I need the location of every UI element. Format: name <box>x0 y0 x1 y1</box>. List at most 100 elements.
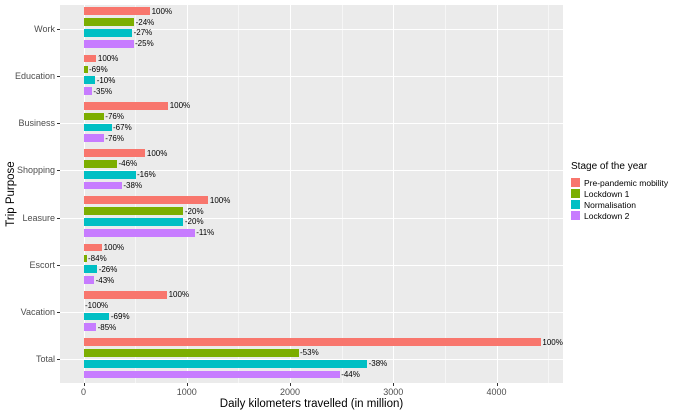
bar-value-label: 100% <box>209 195 231 205</box>
bar-lockdown-1 <box>83 160 117 168</box>
bar-value-label: 100% <box>169 101 191 111</box>
bar-value-label: -27% <box>133 28 153 38</box>
bar-normalisation <box>83 218 184 226</box>
bar-lockdown-1 <box>83 348 299 357</box>
row-gridline <box>60 217 563 219</box>
bar-value-label: -100% <box>85 301 109 311</box>
bar-value-label: -25% <box>135 39 154 49</box>
bar-value-label: -76% <box>105 112 124 122</box>
major-gridline <box>393 5 395 383</box>
legend-item: Lockdown 1 <box>571 188 668 199</box>
bar-lockdown-1 <box>83 65 88 74</box>
bar-value-label: -85% <box>97 322 117 332</box>
bar-value-label: -84% <box>88 253 107 263</box>
legend-swatch <box>571 189 580 198</box>
bar-lockdown-1 <box>83 112 104 121</box>
legend-item-label: Lockdown 2 <box>584 210 630 221</box>
row-gridline <box>60 28 563 30</box>
bar-value-label: -24% <box>135 17 155 27</box>
bar-value-label: -43% <box>95 275 115 285</box>
bar-lockdown-1 <box>83 254 87 263</box>
x-tick-mark <box>290 383 291 386</box>
bar-pre-pandemic-mobility <box>83 7 151 16</box>
bar-pre-pandemic-mobility <box>83 101 169 110</box>
bar-value-label: -69% <box>89 64 108 74</box>
bar-value-label: -53% <box>300 348 319 358</box>
bar-normalisation <box>83 76 96 85</box>
row-gridline <box>60 123 563 125</box>
bar-normalisation <box>83 123 112 132</box>
row-gridline <box>60 75 563 77</box>
legend-swatch <box>571 211 580 220</box>
y-tick-label: Work <box>34 23 55 34</box>
legend-items: Pre-pandemic mobility Lockdown 1 Normalisa… <box>571 177 668 221</box>
bar-value-label: -67% <box>113 122 132 132</box>
bar-value-label: 100% <box>103 243 125 253</box>
x-tick-label: 0 <box>80 387 87 397</box>
y-tick-mark <box>57 312 60 314</box>
legend-swatch <box>571 178 580 187</box>
bar-pre-pandemic-mobility <box>83 54 97 63</box>
minor-gridline <box>135 5 137 383</box>
x-tick-label: 1000 <box>176 387 197 397</box>
major-gridline <box>496 5 498 383</box>
bar-normalisation <box>83 265 98 274</box>
bar-pre-pandemic-mobility <box>83 196 209 205</box>
legend-swatch <box>571 200 580 209</box>
legend-item: Pre-pandemic mobility <box>571 177 668 188</box>
bar-value-label: -76% <box>105 133 124 143</box>
plot-panel: 100% 100% 100% 100% 100% 100% 100% 100% -24% -69%… <box>60 5 563 383</box>
bar-lockdown-2 <box>83 181 122 190</box>
y-tick-mark <box>57 264 60 266</box>
y-tick-label: Leasure <box>22 212 55 223</box>
bar-value-label: 100% <box>97 54 119 63</box>
major-gridline <box>186 5 188 383</box>
y-tick-mark <box>57 359 60 361</box>
y-tick-mark <box>57 75 60 77</box>
bar-value-label: -10% <box>96 75 116 85</box>
bar-value-label: -44% <box>341 369 360 379</box>
y-tick-mark <box>57 28 60 30</box>
row-gridline <box>60 264 563 266</box>
bar-value-label: -26% <box>98 264 118 274</box>
bar-normalisation <box>83 359 368 368</box>
bar-value-label: 100% <box>146 148 168 158</box>
y-tick-mark <box>57 123 60 125</box>
bar-lockdown-2 <box>83 228 195 237</box>
x-tick-mark <box>496 383 498 386</box>
x-tick-label: 2000 <box>279 387 301 397</box>
bar-value-label: 100% <box>542 337 563 347</box>
bar-pre-pandemic-mobility <box>83 243 103 252</box>
y-tick-mark <box>57 170 60 172</box>
bar-value-label: -11% <box>196 228 215 238</box>
major-gridline <box>290 5 291 383</box>
bar-value-label: 100% <box>151 6 173 16</box>
y-tick-label: Total <box>35 354 55 365</box>
y-tick-label: Shopping <box>16 165 55 176</box>
bar-value-label: -46% <box>118 159 138 169</box>
bar-lockdown-2 <box>83 39 134 48</box>
y-tick-label: Education <box>14 70 55 81</box>
legend-item-label: Lockdown 1 <box>584 188 630 199</box>
x-tick-mark <box>393 383 395 386</box>
bar-pre-pandemic-mobility <box>83 149 146 157</box>
bar-lockdown-2 <box>83 370 340 379</box>
bar-normalisation <box>83 312 110 321</box>
x-tick-label: 3000 <box>383 387 404 397</box>
bar-lockdown-2 <box>83 87 92 95</box>
legend-item: Lockdown 2 <box>571 210 668 221</box>
y-tick-label: Vacation <box>20 307 55 318</box>
y-tick-label: Business <box>18 118 55 129</box>
x-tick-mark <box>186 383 188 386</box>
legend-item: Normalisation <box>571 199 668 210</box>
legend: Stage of the year Pre-pandemic mobility L… <box>571 161 668 221</box>
bar-lockdown-1 <box>83 207 184 215</box>
minor-gridline <box>341 5 343 383</box>
bar-lockdown-2 <box>83 276 95 284</box>
x-tick-label: 4000 <box>486 387 507 397</box>
legend-title: Stage of the year <box>571 161 648 172</box>
bar-normalisation <box>83 29 133 37</box>
bar-value-label: -38% <box>123 181 143 190</box>
bar-pre-pandemic-mobility <box>83 338 541 346</box>
